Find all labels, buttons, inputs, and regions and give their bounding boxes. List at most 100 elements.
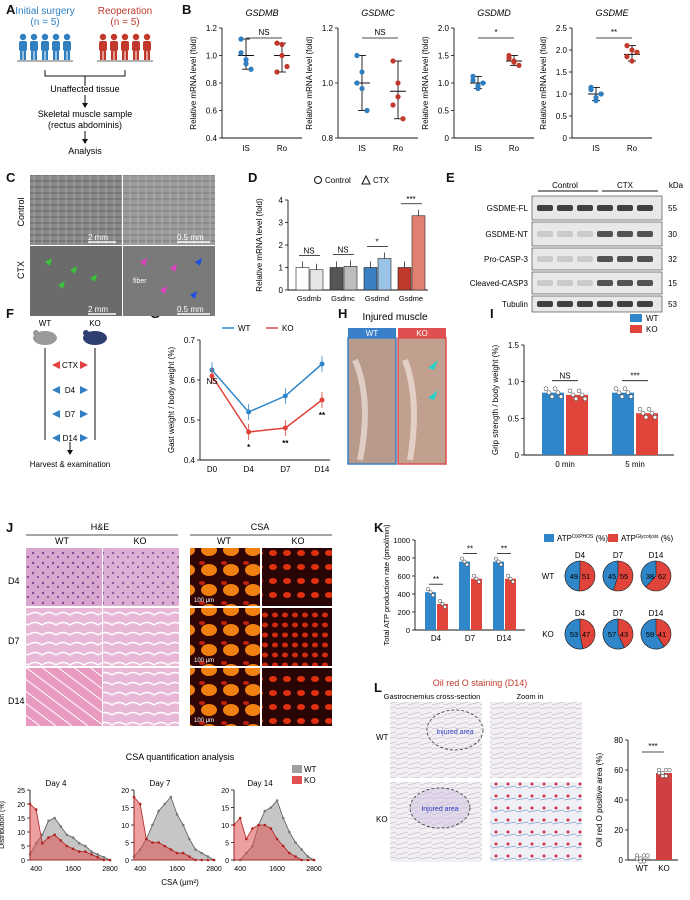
data-point	[281, 816, 285, 820]
data-point	[640, 410, 646, 416]
kda-label: 53	[668, 300, 677, 309]
panel-a: Initial surgery (n = 5) Reoperation (n =…	[15, 6, 153, 156]
row-label-ko: KO	[376, 815, 388, 824]
bar	[329, 267, 344, 291]
series-line	[211, 363, 323, 413]
y-tick-label: 0.6	[184, 376, 196, 385]
panel-label-k: K	[374, 520, 384, 535]
row-label-wt: WT	[376, 733, 389, 742]
bar	[493, 561, 504, 630]
data-point	[47, 836, 50, 839]
oil-ko-zoom	[490, 782, 582, 862]
significance-label: **	[282, 439, 289, 448]
data-point	[269, 827, 273, 830]
y-tick-label: 5	[125, 841, 129, 848]
blot-band	[597, 256, 613, 262]
blot-band	[537, 231, 553, 237]
data-point	[257, 823, 260, 827]
data-point	[319, 397, 325, 403]
blot-row-label: GSDME-NT	[485, 230, 528, 239]
he-ko-header: KO	[133, 536, 146, 546]
data-point	[274, 69, 280, 75]
legend-control-icon	[314, 176, 322, 184]
x-tick-label: 5 min	[625, 460, 645, 469]
data-point	[274, 40, 280, 46]
csa-ko-d4	[262, 548, 332, 606]
blot-band	[597, 301, 613, 307]
x-tick-label: D4	[244, 465, 255, 474]
pie-value-oxphos: 53	[570, 630, 578, 639]
data-point	[555, 390, 561, 395]
data-point	[275, 799, 279, 802]
pie-day-label: D14	[649, 551, 664, 560]
y-tick-label: 0	[445, 134, 450, 143]
data-point	[638, 859, 643, 864]
data-point	[390, 58, 396, 64]
blot-band	[637, 280, 653, 286]
y-tick-label: 5	[21, 844, 25, 851]
data-point	[41, 841, 44, 845]
arrowhead-icon	[82, 139, 88, 144]
data-point	[175, 851, 179, 855]
x-tick-label: KO	[658, 864, 670, 873]
pie-value-glycolysis: 55	[620, 572, 628, 581]
y-axis-label: Relative mRNA level (fold)	[305, 36, 314, 130]
significance-label: NS	[337, 245, 348, 254]
csa-wt-header: WT	[217, 536, 231, 546]
bar	[425, 592, 436, 630]
green-arrow-markers	[45, 258, 97, 289]
data-point	[443, 604, 447, 609]
data-point	[71, 847, 75, 851]
data-point	[472, 573, 476, 578]
col-label-control: Control	[552, 181, 578, 190]
data-point	[395, 80, 401, 86]
reoperation-people-icon	[97, 33, 153, 62]
wt-mouse-icon	[33, 331, 57, 345]
step-skeletal-muscle: Skeletal muscle sample	[38, 109, 133, 119]
data-point	[354, 52, 360, 59]
person-leg-icon	[42, 51, 45, 60]
data-point	[263, 823, 267, 827]
x-tick-label: Ro	[509, 144, 520, 153]
arrow-icon	[52, 434, 60, 442]
panel-d-bar-chart: 0 1 2 3 4 Relative mRNA level (fold) Control CT…	[255, 174, 428, 303]
legend-ctx-icon	[361, 174, 371, 185]
data-point	[269, 806, 273, 809]
y-tick-label: 0	[406, 626, 410, 635]
oil-red-title: Oil red O staining (D14)	[433, 678, 528, 688]
blot-band	[557, 256, 573, 262]
data-point	[206, 858, 210, 862]
y-axis-label: Relative mRNA level (fold)	[421, 36, 430, 130]
blot-band	[557, 301, 573, 307]
data-point	[281, 844, 285, 848]
y-tick-label: 20	[221, 788, 229, 795]
y-tick-label: 0.4	[184, 456, 196, 465]
scale-bar-label: 2 mm	[88, 233, 108, 242]
y-tick-label: 200	[397, 608, 410, 617]
data-point	[282, 425, 288, 431]
data-point	[194, 858, 197, 862]
y-tick-label: 0	[619, 856, 624, 865]
panel-j-histology: H&E WT KO CSA WT KO D4 D7 D14 100 μm 100…	[8, 522, 332, 726]
data-point	[108, 858, 112, 862]
data-point	[511, 59, 517, 65]
arrow-icon	[52, 361, 60, 369]
he-wt-header: WT	[55, 536, 69, 546]
data-point	[246, 429, 252, 435]
x-tick-label: IS	[592, 144, 600, 153]
y-tick-label: 0.5	[438, 107, 450, 116]
significance-label: NS	[374, 28, 385, 37]
data-point	[508, 576, 513, 581]
y-tick-label: 1.0	[438, 79, 450, 88]
data-point	[138, 802, 142, 806]
legend-swatch	[630, 314, 642, 322]
panel-label-c: C	[6, 170, 16, 185]
csa-wt-d14	[190, 668, 260, 726]
legend-ctx: CTX	[373, 176, 390, 185]
data-point	[645, 853, 650, 858]
x-tick-label: Gsdmb	[297, 294, 321, 303]
fiber-label: fiber	[133, 278, 147, 285]
blot-band	[537, 301, 553, 307]
panel-c-tem-images: Control CTX fiber 2 mm 0.5 mm 2 mm 0.5 m…	[16, 175, 215, 316]
